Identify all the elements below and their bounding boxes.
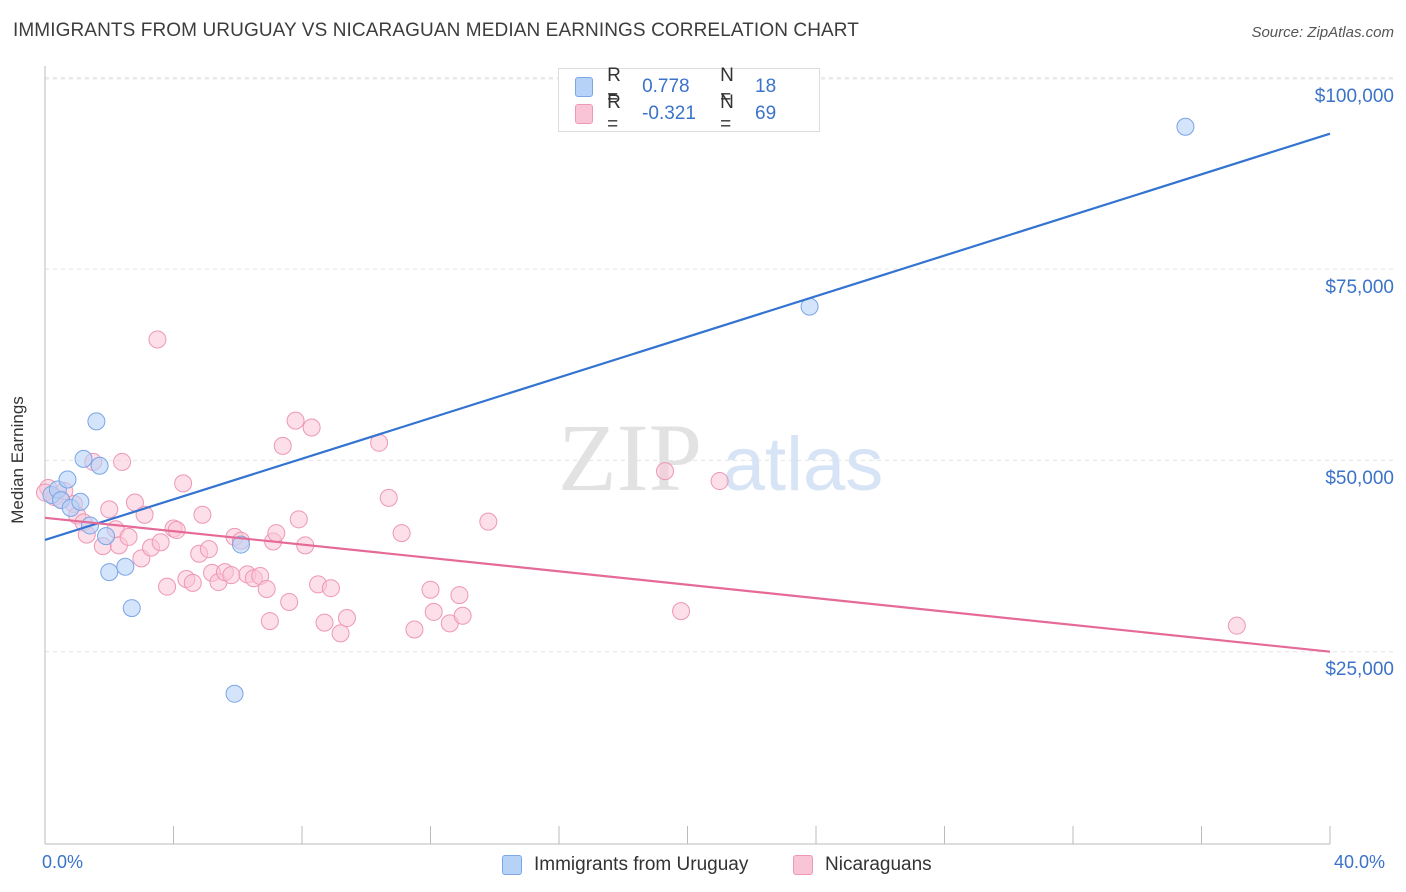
nicaraguans-point: [280, 592, 299, 611]
nicaraguans-point: [453, 606, 472, 625]
nicaraguans-point: [100, 500, 119, 519]
nicaraguans-point: [151, 533, 170, 552]
nicaraguans-point: [321, 579, 340, 598]
r-label: R =: [607, 92, 621, 135]
x-max-label: 40.0%: [1334, 852, 1386, 872]
nicaraguans-point: [379, 488, 398, 507]
n-label: N =: [720, 92, 734, 135]
r-label: R =: [607, 65, 621, 108]
uruguay-point: [122, 599, 141, 618]
nicaraguans-point: [450, 586, 469, 605]
nicaraguans-point: [174, 474, 193, 493]
uruguay-point: [58, 470, 77, 489]
uruguay-point: [97, 527, 116, 546]
nicaraguans-point: [302, 418, 321, 437]
nicaraguans-point: [315, 613, 334, 632]
nicaraguans-point: [267, 524, 286, 543]
legend-label: Nicaraguans: [825, 854, 932, 875]
nicaraguans-point: [273, 436, 292, 455]
legend-item-nicaraguans: Nicaraguans: [793, 852, 932, 878]
uruguay-point: [100, 563, 119, 582]
trendlines: [44, 132, 1331, 653]
nicaraguans-point: [710, 472, 729, 491]
nicaraguans-point: [193, 505, 212, 524]
nicaraguans-point: [1227, 616, 1246, 635]
y-tick-label: $25,000: [1325, 659, 1394, 680]
y-tick-label: $50,000: [1325, 468, 1394, 489]
r-value: -0.321: [642, 103, 696, 124]
nicaraguans-point: [479, 512, 498, 531]
watermark: ZIP atlas: [558, 404, 883, 511]
nicaraguans-point: [286, 411, 305, 430]
nicaraguans-point: [405, 620, 424, 639]
nicaraguans-point: [199, 540, 218, 559]
nicaraguans-point: [113, 452, 132, 471]
uruguay-point: [116, 557, 135, 576]
uruguay-legend-swatch: [502, 855, 522, 875]
uruguay-point: [231, 535, 250, 554]
uruguay-swatch: [575, 77, 594, 97]
nicaraguans-point: [424, 602, 443, 621]
r-value: 0.778: [642, 76, 690, 97]
y-tick-label: $75,000: [1325, 277, 1394, 298]
uruguay-point: [1176, 117, 1195, 136]
n-value: 18: [755, 76, 777, 97]
nicaraguans-point: [148, 330, 167, 349]
chart-title: IMMIGRANTS FROM URUGUAY VS NICARAGUAN ME…: [13, 20, 859, 41]
nicaraguans-point: [421, 580, 440, 599]
nicaraguans-point: [158, 577, 177, 596]
uruguay-point: [87, 412, 106, 431]
nicaraguans-trendline: [44, 516, 1331, 653]
nicaraguans-point: [257, 579, 276, 598]
uruguay-point: [71, 492, 90, 511]
stats-row-nicaraguans: R = -0.321 N = 69: [575, 92, 819, 135]
nicaraguans-point: [260, 612, 279, 631]
nicaraguans-point: [331, 624, 350, 643]
uruguay-point: [90, 456, 109, 475]
axis-layer: [44, 66, 1331, 845]
legend-item-uruguay: Immigrants from Uruguay: [502, 852, 748, 878]
nicaraguans-swatch: [575, 104, 594, 124]
source-label: Source: ZipAtlas.com: [1251, 24, 1394, 41]
watermark-atlas: atlas: [723, 422, 884, 507]
uruguay-trendline: [44, 132, 1331, 542]
n-label: N =: [720, 65, 734, 108]
stats-legend: R = 0.778 N = 18 R = -0.321 N = 69: [558, 65, 820, 135]
x-min-label: 0.0%: [42, 852, 84, 872]
nicaraguans-point: [392, 524, 411, 543]
uruguay-point: [74, 449, 93, 468]
y-tick-label: $100,000: [1314, 86, 1394, 107]
nicaraguans-point: [337, 609, 356, 628]
watermark-zip: ZIP: [558, 404, 702, 511]
legend-label: Immigrants from Uruguay: [534, 854, 749, 875]
nicaraguans-point: [289, 510, 308, 529]
nicaraguans-legend-swatch: [793, 855, 813, 875]
nicaraguans-point: [222, 566, 241, 585]
nicaraguans-point: [656, 462, 675, 481]
nicaraguans-point: [183, 573, 202, 592]
n-value: 69: [755, 103, 777, 124]
nicaraguans-point: [672, 602, 691, 621]
stats-row-uruguay: R = 0.778 N = 18: [575, 65, 819, 108]
nicaraguans-point: [119, 527, 138, 546]
uruguay-point: [225, 684, 244, 703]
